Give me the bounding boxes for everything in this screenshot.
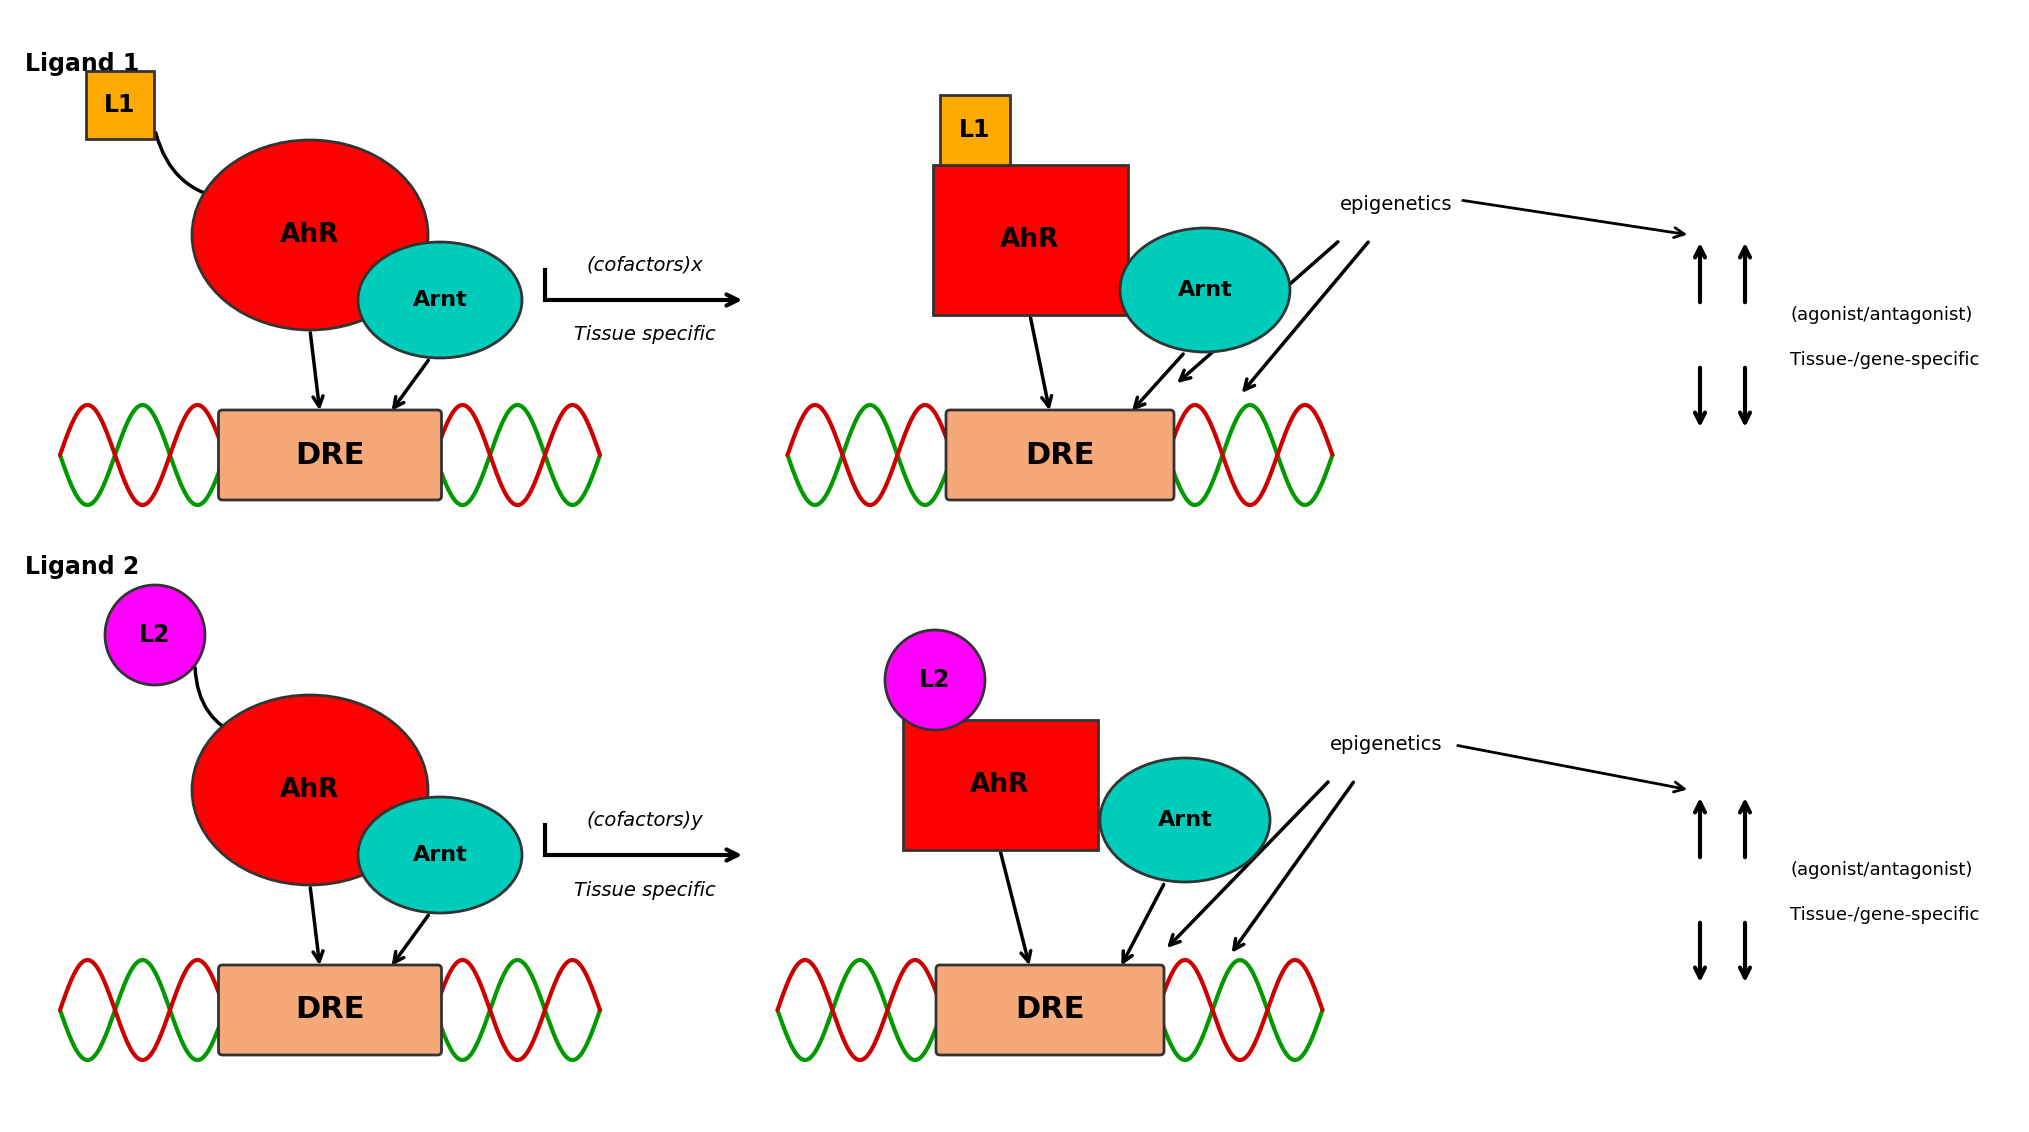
Text: Ligand 2: Ligand 2: [24, 555, 140, 578]
Text: (agonist/antagonist): (agonist/antagonist): [1790, 861, 1972, 880]
Bar: [933, 165, 1128, 315]
Text: DRE: DRE: [1014, 995, 1086, 1024]
Ellipse shape: [1120, 228, 1290, 352]
FancyBboxPatch shape: [219, 410, 442, 500]
Text: L2: L2: [919, 668, 952, 692]
Text: epigenetics: epigenetics: [1329, 736, 1443, 755]
Text: L2: L2: [140, 623, 170, 648]
FancyBboxPatch shape: [935, 964, 1165, 1055]
Text: Tissue-/gene-specific: Tissue-/gene-specific: [1790, 351, 1980, 369]
Text: Arnt: Arnt: [1177, 280, 1232, 300]
Ellipse shape: [357, 242, 521, 358]
Text: Arnt: Arnt: [1159, 811, 1213, 830]
Text: DRE: DRE: [296, 995, 365, 1024]
Ellipse shape: [357, 797, 521, 914]
Text: DRE: DRE: [296, 440, 365, 470]
Ellipse shape: [193, 695, 428, 885]
Text: Ligand 1: Ligand 1: [24, 52, 140, 76]
Ellipse shape: [1100, 758, 1270, 882]
Text: (cofactors)x: (cofactors)x: [586, 256, 704, 274]
Circle shape: [106, 585, 205, 685]
Text: Tissue-/gene-specific: Tissue-/gene-specific: [1790, 906, 1980, 924]
Text: Arnt: Arnt: [412, 290, 467, 310]
Text: Tissue specific: Tissue specific: [574, 326, 716, 344]
Text: Tissue specific: Tissue specific: [574, 881, 716, 900]
Text: (agonist/antagonist): (agonist/antagonist): [1790, 306, 1972, 324]
Text: AhR: AhR: [1000, 228, 1059, 252]
Ellipse shape: [193, 140, 428, 331]
Text: Arnt: Arnt: [412, 844, 467, 865]
FancyBboxPatch shape: [946, 410, 1175, 500]
Text: L1: L1: [960, 118, 990, 142]
Circle shape: [885, 631, 984, 730]
Text: epigenetics: epigenetics: [1339, 196, 1453, 214]
FancyBboxPatch shape: [219, 964, 442, 1055]
Text: AhR: AhR: [280, 777, 339, 803]
Bar: [903, 720, 1098, 850]
Text: AhR: AhR: [970, 772, 1029, 798]
Text: DRE: DRE: [1025, 440, 1096, 470]
Bar: [939, 95, 1010, 165]
Bar: [85, 71, 154, 139]
Text: AhR: AhR: [280, 222, 339, 248]
Text: L1: L1: [103, 93, 136, 117]
Text: (cofactors)y: (cofactors)y: [586, 811, 704, 830]
